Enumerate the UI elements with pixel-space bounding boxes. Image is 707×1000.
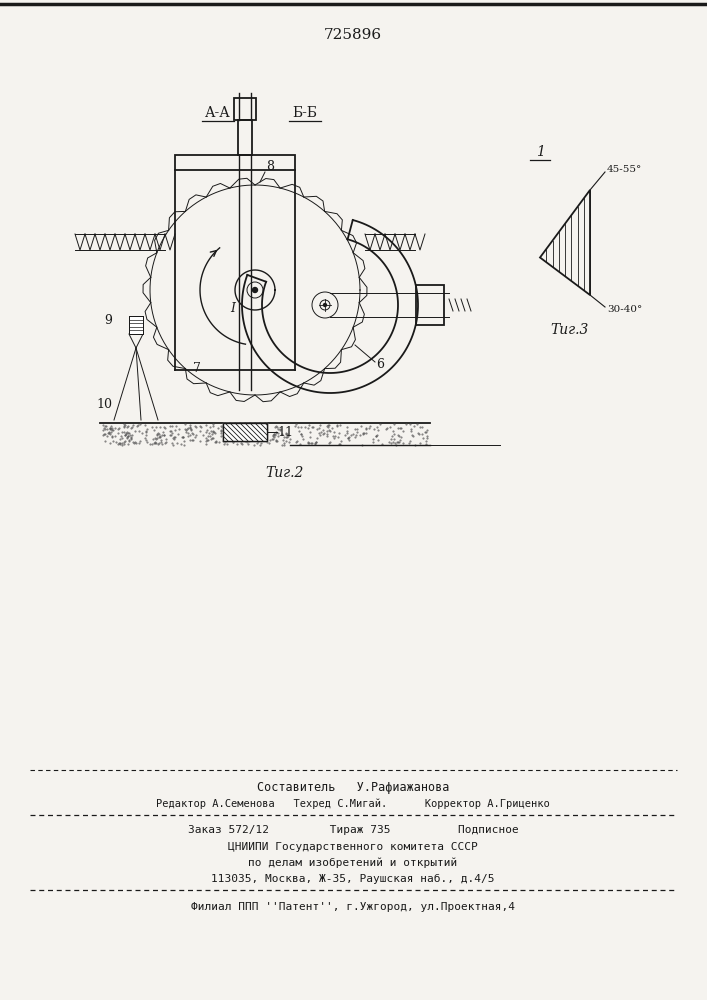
Text: Τиг.2: Τиг.2 [266,466,304,480]
Text: Τиг.3: Τиг.3 [551,323,589,337]
Bar [223,423,267,441]
Text: 45-55°: 45-55° [607,165,642,174]
Text: Составитель   У.Рафиажанова: Составитель У.Рафиажанова [257,780,449,794]
Bar [416,285,444,325]
Text: 8: 8 [266,160,274,174]
Bar [129,316,143,334]
Text: Филиал ППП ''Патент'', г.Ужгород, ул.Проектная,4: Филиал ППП ''Патент'', г.Ужгород, ул.Про… [191,902,515,912]
Bar [129,316,143,334]
Text: 9: 9 [104,314,112,326]
Polygon shape [223,423,267,441]
Text: 725896: 725896 [324,28,382,42]
Text: 30-40°: 30-40° [607,304,642,314]
Text: по делам изобретений и открытий: по делам изобретений и открытий [248,858,457,868]
Text: Б-Б: Б-Б [293,106,317,120]
Text: Заказ 572/12         Тираж 735          Подписное: Заказ 572/12 Тираж 735 Подписное [187,825,518,835]
Text: Редактор А.Семенова   Техред С.Мигай.      Корректор А.Гриценко: Редактор А.Семенова Техред С.Мигай. Корр… [156,799,550,809]
Text: 7: 7 [193,361,201,374]
Circle shape [252,288,257,292]
Text: А-А: А-А [205,106,231,120]
Text: 6: 6 [376,359,384,371]
Bar [223,423,267,441]
Text: ЦНИИПИ Государственного комитета СССР: ЦНИИПИ Государственного комитета СССР [228,842,478,852]
Text: 1: 1 [536,145,544,159]
Circle shape [324,304,327,306]
Bar [234,98,256,120]
Text: 10: 10 [96,398,112,412]
Bar [238,120,252,155]
Text: 11: 11 [277,426,293,440]
Text: 113035, Москва, Ж-35, Раушская наб., д.4/5: 113035, Москва, Ж-35, Раушская наб., д.4… [211,874,495,884]
Text: I: I [230,302,235,314]
Bar [175,155,295,170]
